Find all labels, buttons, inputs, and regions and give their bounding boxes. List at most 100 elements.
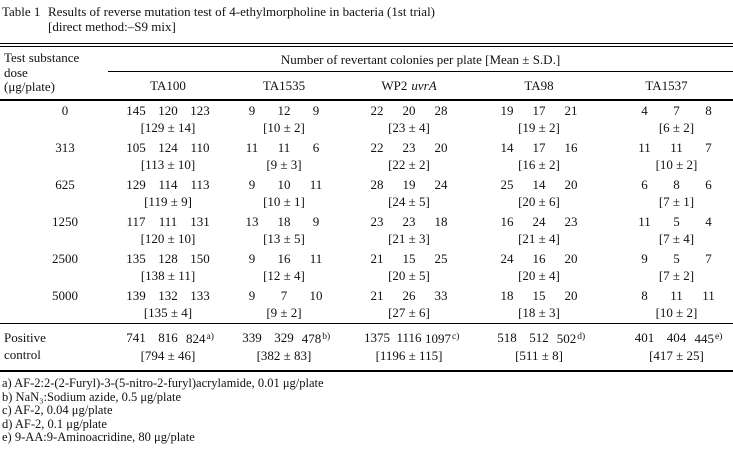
colony-counts: 145 120 123 xyxy=(108,102,228,119)
colony-count: 129 xyxy=(120,176,152,193)
colony-count-value: 117 xyxy=(126,214,146,229)
mean-sd: [21 ± 4] xyxy=(518,231,560,246)
colony-count-value: 25 xyxy=(434,251,448,266)
colony-count: 26 xyxy=(393,287,425,304)
mean-sd: [9 ± 3] xyxy=(266,157,302,172)
colony-counts: 8 11 11 xyxy=(620,287,733,304)
colony-count-value: 24 xyxy=(434,177,448,192)
positive-control-label-line1: Positive xyxy=(4,330,46,345)
colony-counts: 21 15 25 xyxy=(340,250,478,267)
footnote-marker: c) xyxy=(452,332,460,342)
colony-count: 124 xyxy=(152,139,184,156)
strain-cell: 13 18 9 [13 ± 5] xyxy=(228,213,340,247)
colony-count-value: 20 xyxy=(434,140,448,155)
colony-count: 23 xyxy=(393,139,425,156)
colony-count-value: 33 xyxy=(434,288,448,303)
dose-value: 313 xyxy=(55,140,75,155)
mean-sd: [18 ± 3] xyxy=(518,305,560,320)
strain-name: TA100 xyxy=(150,77,186,93)
mean-sd: [10 ± 1] xyxy=(263,194,305,209)
strain-cell: 741 816 824a) [794 ± 46] xyxy=(108,329,228,364)
colony-count: 11 xyxy=(300,176,332,193)
strain-header-row: TA100 TA1535 WP2 uvrA TA98 TA1537 xyxy=(108,72,733,99)
colony-count-value: 21 xyxy=(370,288,384,303)
colony-counts: 28 19 24 xyxy=(340,176,478,193)
mean-sd: [10 ± 2] xyxy=(263,120,305,135)
results-table: Test substance dose (μg/plate) Number of… xyxy=(0,43,733,372)
colony-count: 11 xyxy=(236,139,268,156)
colony-count: 404 xyxy=(661,329,693,347)
colony-count: 20 xyxy=(393,102,425,119)
strain-cell: 25 14 20 [20 ± 6] xyxy=(478,176,600,210)
colony-counts: 9 12 9 xyxy=(228,102,340,119)
colony-count-value: 9 xyxy=(312,214,320,229)
dose-value: 2500 xyxy=(52,251,78,266)
colony-counts: 11 11 7 xyxy=(620,139,733,156)
colony-count: 19 xyxy=(393,176,425,193)
colony-count-value: 113 xyxy=(190,177,210,192)
colony-count-value: 145 xyxy=(126,103,146,118)
colony-count: 18 xyxy=(268,213,300,230)
strain-cell: 1375 1116 1097c) [1196 ± 115] xyxy=(340,329,478,364)
colony-count-value: 16 xyxy=(564,140,578,155)
colony-count: 16 xyxy=(491,213,523,230)
colony-count: 13 xyxy=(236,213,268,230)
colony-count: 5 xyxy=(661,213,693,230)
colony-count: 105 xyxy=(120,139,152,156)
colony-count: 113 xyxy=(184,176,216,193)
dose-value: 625 xyxy=(55,177,75,192)
colony-count-value: 110 xyxy=(190,140,210,155)
strain-cell: 9 5 7 [7 ± 2] xyxy=(600,250,733,284)
strain-name: TA1537 xyxy=(645,77,688,93)
colony-count: 14 xyxy=(491,139,523,156)
colony-count-value: 445 xyxy=(694,331,715,346)
colony-count: 114 xyxy=(152,176,184,193)
dose-value: 5000 xyxy=(52,288,78,303)
colony-count: 139 xyxy=(120,287,152,304)
positive-control-row: Positive control 741 816 824a) [794 ± 46] 33… xyxy=(0,323,733,372)
colony-count: 20 xyxy=(555,287,587,304)
colony-count-value: 11 xyxy=(309,251,323,266)
colony-count-value: 9 xyxy=(641,251,648,266)
table-row: 1250 117 111 131 [120 ± 10] 13 18 9 [13 ± 5] 23 23… xyxy=(0,212,733,249)
table-row: 625 129 114 113 [119 ± 9] 9 10 11 [10 ± 1] 28 19 24… xyxy=(0,175,733,212)
strain-cell: 14 17 16 [16 ± 2] xyxy=(478,139,600,173)
colony-count: 10 xyxy=(268,176,300,193)
colony-count-value: 8 xyxy=(641,288,648,303)
colony-count: 816 xyxy=(152,329,184,347)
strain-cell: 9 16 11 [12 ± 4] xyxy=(228,250,340,284)
colony-counts: 16 24 23 xyxy=(478,213,600,230)
colony-counts: 11 5 4 xyxy=(620,213,733,230)
colony-count-value: 8 xyxy=(705,103,712,118)
colony-count-value: 23 xyxy=(402,140,416,155)
colony-count-value: 518 xyxy=(497,330,517,345)
colony-count-value: 7 xyxy=(673,103,680,118)
colony-count: 329 xyxy=(268,329,300,347)
strain-cell: 135 128 150 [138 ± 11] xyxy=(108,250,228,284)
mean-sd: [129 ± 14] xyxy=(140,120,196,135)
mean-sd: [7 ± 4] xyxy=(658,231,695,246)
colony-count-value: 28 xyxy=(434,103,448,118)
colony-count: 15 xyxy=(393,250,425,267)
colony-count: 1097c) xyxy=(425,329,460,347)
colony-count-value: 4 xyxy=(641,103,648,118)
colony-count-value: 133 xyxy=(190,288,210,303)
colony-count: 9 xyxy=(629,250,661,267)
colony-count: 14 xyxy=(523,176,555,193)
colony-count-value: 16 xyxy=(500,214,514,229)
colony-count-value: 28 xyxy=(370,177,384,192)
colony-count: 512 xyxy=(523,329,555,347)
colony-count: 25 xyxy=(491,176,523,193)
colony-count-value: 401 xyxy=(634,330,655,345)
colony-counts: 1375 1116 1097c) xyxy=(340,329,478,347)
strain-cell: 6 8 6 [7 ± 1] xyxy=(600,176,733,210)
strain-cell: 105 124 110 [113 ± 10] xyxy=(108,139,228,173)
colony-count: 6 xyxy=(693,176,725,193)
table-body: 0 145 120 123 [129 ± 14] 9 12 9 [10 ± 2] 22 20 28 [2… xyxy=(0,101,733,323)
colony-count-value: 6 xyxy=(705,177,712,192)
mean-sd: [794 ± 46] xyxy=(140,348,196,363)
colony-count: 28 xyxy=(425,102,457,119)
colony-counts: 19 17 21 xyxy=(478,102,600,119)
colony-count: 9 xyxy=(236,102,268,119)
